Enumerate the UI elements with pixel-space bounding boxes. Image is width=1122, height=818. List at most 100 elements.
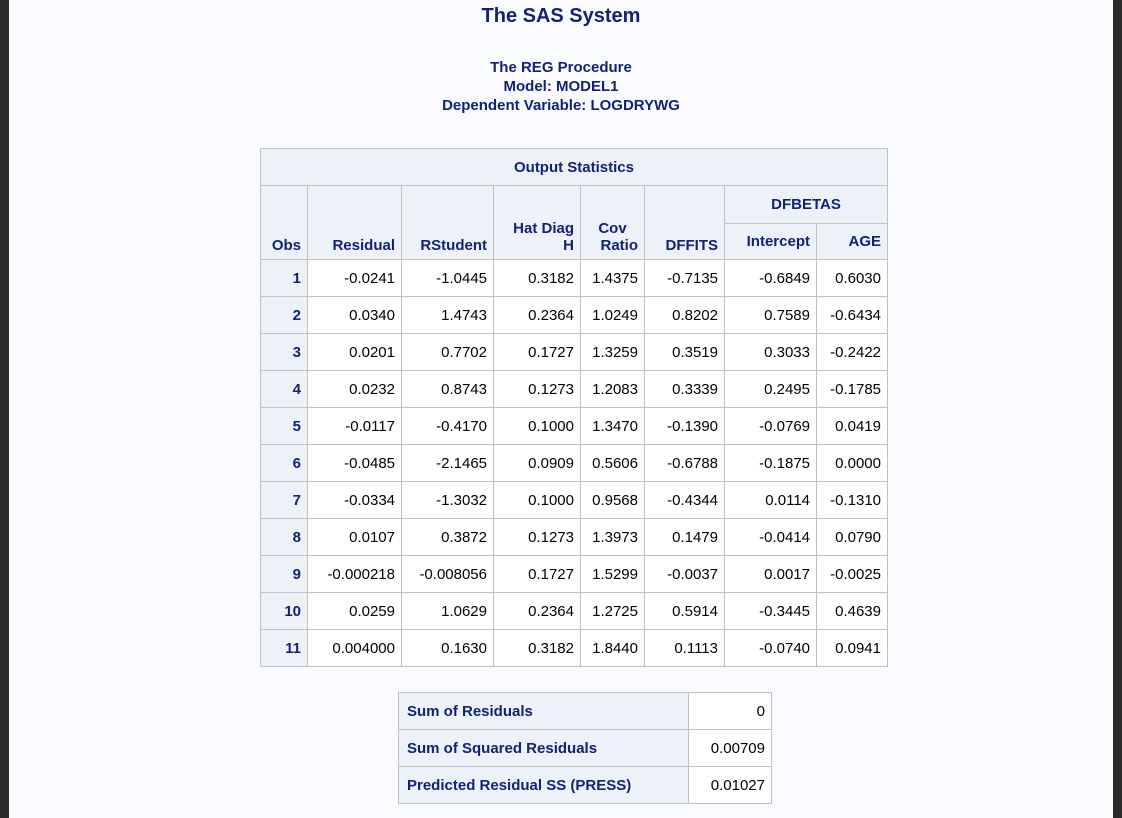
table-row: 2 0.0340 1.4743 0.2364 1.0249 0.8202 0.7589 -0.… — [260, 296, 888, 334]
table-row: 10 0.0259 1.0629 0.2364 1.2725 0.5914 -0.3445 0… — [260, 592, 888, 630]
cell-dfbetas-intercept: -0.0769 — [724, 407, 817, 445]
cell-hat-diag: 0.1000 — [493, 407, 581, 445]
obs-number: 1 — [260, 259, 308, 297]
cell-hat-diag: 0.0909 — [493, 444, 581, 482]
cell-cov-ratio: 1.2083 — [580, 370, 645, 408]
cell-dffits: -0.0037 — [644, 555, 725, 593]
cell-dffits: 0.3339 — [644, 370, 725, 408]
cell-dfbetas-age: -0.2422 — [816, 333, 888, 371]
obs-number: 5 — [260, 407, 308, 445]
cell-dfbetas-intercept: 0.0017 — [724, 555, 817, 593]
cell-residual: 0.0340 — [307, 296, 402, 334]
cov-ratio-line1: Cov — [598, 220, 627, 237]
cell-dfbetas-intercept: -0.0414 — [724, 518, 817, 556]
cell-hat-diag: 0.1727 — [493, 333, 581, 371]
cell-dfbetas-age: 0.0790 — [816, 518, 888, 556]
summary-value-sum-squared-residuals: 0.00709 — [688, 729, 772, 767]
cell-rstudent: 0.7702 — [401, 333, 494, 371]
cell-rstudent: 0.1630 — [401, 629, 494, 667]
obs-number: 11 — [260, 629, 308, 667]
table-row: 6 -0.0485 -2.1465 0.0909 0.5606 -0.6788 -0.187… — [260, 444, 888, 482]
model-name: Model: MODEL1 — [503, 78, 619, 95]
cell-cov-ratio: 1.2725 — [580, 592, 645, 630]
cell-dffits: 0.3519 — [644, 333, 725, 371]
cell-residual: -0.000218 — [307, 555, 402, 593]
cell-cov-ratio: 1.3973 — [580, 518, 645, 556]
col-header-obs: Obs — [260, 185, 308, 260]
cell-dfbetas-intercept: 0.0114 — [724, 481, 817, 519]
obs-number: 3 — [260, 333, 308, 371]
cell-cov-ratio: 0.5606 — [580, 444, 645, 482]
cell-cov-ratio: 1.3259 — [580, 333, 645, 371]
obs-number: 4 — [260, 370, 308, 408]
cell-residual: -0.0117 — [307, 407, 402, 445]
obs-number: 10 — [260, 592, 308, 630]
cell-dfbetas-intercept: 0.2495 — [724, 370, 817, 408]
cell-dffits: 0.1479 — [644, 518, 725, 556]
cell-hat-diag: 0.1273 — [493, 370, 581, 408]
procedure-header: The REG Procedure Model: MODEL1 Dependen… — [9, 58, 1113, 115]
cell-dfbetas-intercept: 0.7589 — [724, 296, 817, 334]
cell-hat-diag: 0.2364 — [493, 296, 581, 334]
summary-row: Sum of Residuals 0 — [398, 692, 772, 730]
cell-dfbetas-intercept: 0.3033 — [724, 333, 817, 371]
group-header-dfbetas: DFBETAS — [724, 185, 888, 224]
table-row: 5 -0.0117 -0.4170 0.1000 1.3470 -0.1390 -0.076… — [260, 407, 888, 445]
cell-cov-ratio: 0.9568 — [580, 481, 645, 519]
cell-dfbetas-age: -0.0025 — [816, 555, 888, 593]
col-header-age: AGE — [816, 223, 888, 260]
cell-rstudent: 1.4743 — [401, 296, 494, 334]
cell-rstudent: -2.1465 — [401, 444, 494, 482]
summary-value-sum-residuals: 0 — [688, 692, 772, 730]
summary-value-press: 0.01027 — [688, 766, 772, 804]
obs-number: 2 — [260, 296, 308, 334]
summary-label-sum-squared-residuals: Sum of Squared Residuals — [398, 729, 689, 767]
obs-number: 7 — [260, 481, 308, 519]
cell-dffits: -0.1390 — [644, 407, 725, 445]
table-row: 1 -0.0241 -1.0445 0.3182 1.4375 -0.7135 -0.684… — [260, 259, 888, 297]
cell-residual: 0.0232 — [307, 370, 402, 408]
table-row: 3 0.0201 0.7702 0.1727 1.3259 0.3519 0.3033 -0.… — [260, 333, 888, 371]
cell-residual: 0.0201 — [307, 333, 402, 371]
cov-ratio-line2: Ratio — [600, 237, 639, 254]
cell-hat-diag: 0.2364 — [493, 592, 581, 630]
cell-residual: 0.0107 — [307, 518, 402, 556]
col-header-rstudent: RStudent — [401, 185, 494, 260]
summary-label-press: Predicted Residual SS (PRESS) — [398, 766, 689, 804]
output-statistics-table: Output Statistics Obs Residual RStudent … — [260, 148, 888, 667]
residual-summary-table: Sum of Residuals 0 Sum of Squared Residu… — [398, 692, 772, 804]
cell-rstudent: -0.4170 — [401, 407, 494, 445]
cell-hat-diag: 0.1273 — [493, 518, 581, 556]
cell-rstudent: 0.8743 — [401, 370, 494, 408]
cell-rstudent: -1.0445 — [401, 259, 494, 297]
cell-rstudent: 1.0629 — [401, 592, 494, 630]
cell-dfbetas-age: 0.6030 — [816, 259, 888, 297]
procedure-name: The REG Procedure — [490, 59, 632, 76]
summary-row: Predicted Residual SS (PRESS) 0.01027 — [398, 766, 772, 804]
col-header-cov-ratio: Cov Ratio — [580, 185, 645, 260]
cell-dfbetas-age: 0.0000 — [816, 444, 888, 482]
table-caption: Output Statistics — [260, 148, 888, 186]
summary-row: Sum of Squared Residuals 0.00709 — [398, 729, 772, 767]
cell-rstudent: 0.3872 — [401, 518, 494, 556]
table-row: 9 -0.000218 -0.008056 0.1727 1.5299 -0.0037 0.… — [260, 555, 888, 593]
cell-residual: -0.0334 — [307, 481, 402, 519]
cell-dffits: -0.4344 — [644, 481, 725, 519]
cell-dfbetas-intercept: -0.0740 — [724, 629, 817, 667]
cell-residual: 0.0259 — [307, 592, 402, 630]
cell-residual: -0.0485 — [307, 444, 402, 482]
cell-dffits: -0.6788 — [644, 444, 725, 482]
cell-dfbetas-intercept: -0.3445 — [724, 592, 817, 630]
col-header-intercept: Intercept — [724, 223, 817, 260]
cell-hat-diag: 0.1727 — [493, 555, 581, 593]
hat-diag-line2: H — [563, 237, 574, 254]
col-header-residual: Residual — [307, 185, 402, 260]
cell-residual: 0.004000 — [307, 629, 402, 667]
cell-dfbetas-age: 0.0419 — [816, 407, 888, 445]
cell-cov-ratio: 1.8440 — [580, 629, 645, 667]
cell-cov-ratio: 1.4375 — [580, 259, 645, 297]
cell-dfbetas-age: 0.4639 — [816, 592, 888, 630]
table-row: 11 0.004000 0.1630 0.3182 1.8440 0.1113 -0.074… — [260, 629, 888, 667]
cell-dfbetas-intercept: -0.6849 — [724, 259, 817, 297]
summary-label-sum-residuals: Sum of Residuals — [398, 692, 689, 730]
